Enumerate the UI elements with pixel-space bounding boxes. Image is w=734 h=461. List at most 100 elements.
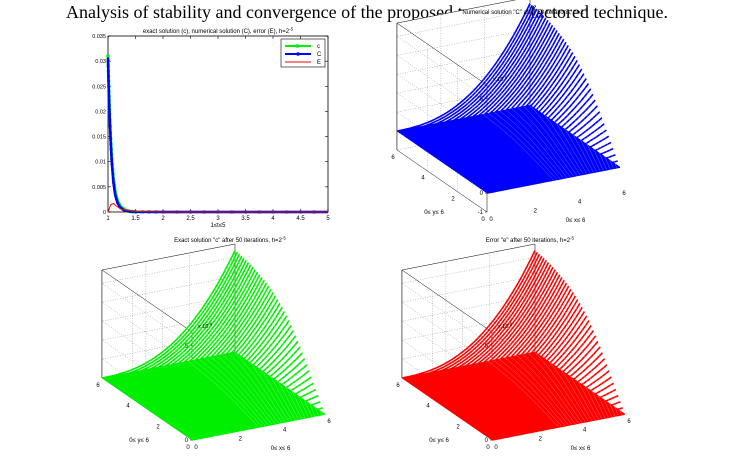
y-tick-label: 0 (486, 445, 490, 451)
z-tick-label: -1 (478, 210, 484, 216)
surface-highlight-line (506, 46, 597, 172)
surface-highlight-line (185, 330, 276, 424)
surface-highlight-line (510, 41, 601, 172)
surface-highlight-line (201, 308, 292, 421)
surface-highlight-line (488, 326, 579, 424)
series-point-C (108, 108, 111, 112)
z-tick-label: 5 (480, 96, 484, 102)
surface-panel-2: 012345024602460≤ y≤ 60≤ x≤ 6x 10-6Exact … (96, 235, 331, 452)
legend-label-E: E (317, 60, 321, 66)
series-point-C (114, 197, 118, 200)
series-point-C (107, 104, 111, 108)
surface-highlight-line (473, 90, 564, 179)
z-tick-label: 5 (485, 343, 489, 349)
y-tick-label: 2 (451, 196, 455, 202)
series-point-C (114, 195, 117, 198)
series-point-C (106, 68, 110, 72)
exponent-label: x 10-6 (198, 322, 213, 330)
surface-highlight-line (476, 87, 567, 178)
surface-highlight-line (519, 23, 611, 170)
surface-panel-1: -1012345024602460≤ y≤ 60≤ x≤ 6x 10-6Nume… (391, 0, 626, 224)
surface-highlight-line (531, 257, 622, 415)
series-point-C (108, 113, 111, 116)
surface-highlight-line (231, 257, 322, 415)
series-point-C (113, 193, 117, 196)
y-tick-label: 0.025 (92, 84, 106, 90)
surface-highlight-line (475, 340, 566, 426)
series-point-C (112, 184, 116, 188)
y-tick-label: 4 (126, 404, 130, 410)
x-tick-label: 4 (283, 428, 287, 434)
exponent-label: x 10-6 (493, 75, 508, 83)
y-tick-label: 0.015 (92, 135, 106, 141)
y-tick-label: 6 (391, 155, 395, 161)
y-tick-label: 2 (156, 424, 160, 430)
surface-highlight-line (466, 96, 557, 180)
x-tick-label: 4.5 (296, 216, 305, 222)
z-tick-label: 5 (185, 343, 189, 349)
line-chart-panel: exact solution (c), numerical solution (… (92, 26, 330, 229)
y-tick-label: 0.02 (95, 109, 106, 115)
y-tick-label: 0 (186, 445, 190, 451)
legend-label-C: C (317, 52, 322, 58)
series-point-C (106, 62, 110, 66)
y-tick-label: 0 (103, 210, 106, 216)
y-tick-label: 0.035 (92, 34, 106, 40)
x-tick-label: 4 (583, 428, 587, 434)
series-point-C (113, 187, 116, 190)
x-tick-label: 6 (327, 419, 331, 425)
series-point-c (106, 54, 110, 58)
surface-highlight-line (478, 337, 569, 426)
surface-highlight-line (188, 326, 279, 424)
surface-highlight-line (498, 313, 589, 422)
z-tick-label: 0 (185, 438, 189, 444)
surface-highlight-line (198, 313, 289, 422)
surface-highlight-line (195, 318, 286, 422)
y-axis-label: 0≤ y≤ 6 (129, 438, 149, 444)
y-axis-label: 0≤ y≤ 6 (424, 210, 444, 216)
series-point-C (107, 100, 111, 103)
x-tick-label: 1 (106, 216, 110, 222)
surface-highlight-line (500, 57, 591, 173)
surface-highlight-line (521, 276, 612, 417)
x-tick-label: 0 (494, 445, 498, 451)
surface-highlight-line (228, 263, 319, 416)
surface-highlight-line (529, 3, 621, 168)
surface-highlight-line (211, 293, 302, 419)
surface-highlight-line (534, 250, 626, 415)
y-tick-label: 4 (426, 404, 430, 410)
legend-marker-C (296, 52, 300, 56)
x-tick-label: 2 (534, 208, 538, 214)
surface-highlight-line (508, 298, 599, 420)
y-tick-label: 0.01 (95, 160, 106, 166)
x-tick-label: 1.5 (131, 216, 140, 222)
surface-highlight-line (480, 83, 571, 177)
surface-highlight-line (168, 346, 259, 428)
series-point-C (113, 190, 117, 193)
series-point-C (110, 162, 114, 166)
y-tick-label: 6 (396, 383, 400, 389)
line-chart-title: exact solution (c), numerical solution (… (143, 26, 294, 35)
surface-highlight-line (175, 340, 266, 426)
x-tick-label: 2 (161, 216, 165, 222)
x-tick-label: 3 (216, 216, 220, 222)
surface-highlight-line (511, 293, 602, 419)
series-point-C (115, 199, 119, 202)
surface-highlight-line (468, 346, 559, 428)
surface-highlight-line (218, 282, 309, 418)
surface-highlight-line (486, 75, 577, 176)
surface-highlight-line (513, 35, 604, 171)
series-point-C (107, 90, 111, 93)
x-tick-label: 2.5 (186, 216, 195, 222)
series-point-C (110, 157, 113, 161)
y-axis-label: 0≤ y≤ 6 (429, 438, 449, 444)
surface-highlight-line (495, 318, 586, 422)
surface-highlight-line (503, 52, 594, 173)
series-point-C (109, 147, 113, 151)
series-point-C (109, 136, 112, 140)
surface-title: Error "e" after 50 iterations, h=2-5 (486, 235, 575, 244)
surface-highlight-line (490, 71, 581, 175)
surface-highlight-line (493, 66, 584, 175)
x-axis-label: 0≤ x≤ 6 (271, 446, 291, 452)
y-tick-label: 6 (96, 383, 100, 389)
